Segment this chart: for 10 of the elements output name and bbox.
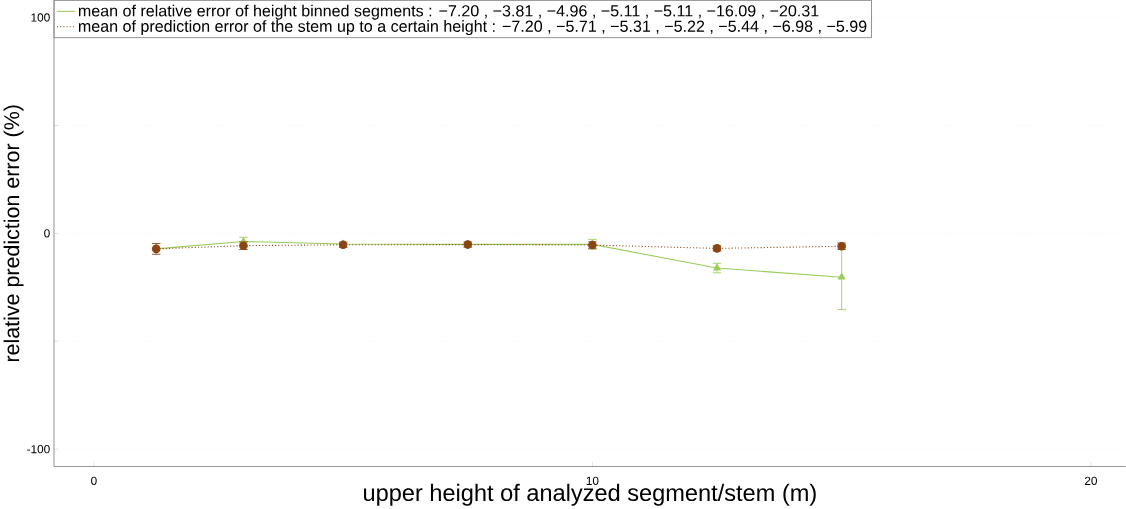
- x-tick-label: 0: [91, 476, 97, 485]
- x-tick-label: 10: [586, 476, 599, 485]
- legend-label: mean of relative error of height binned segments : −7.20 , −3.81 , −4.96 , −5.11 , −5.11 , −16.09 , −20.31: [78, 4, 819, 20]
- y-tick-label: -100: [27, 444, 50, 454]
- x-axis-title: upper height of analyzed segment/stem (m): [364, 483, 816, 506]
- y-tick-label: 0: [44, 228, 50, 238]
- y-axis-title: relative prediction error (%): [3, 105, 24, 361]
- legend-label: mean of prediction error of the stem up to a certain height : −7.20 , −5.71 , −5.31 , −5.22 , −5.44 , −6.98 , −5.99: [78, 19, 867, 35]
- y-tick-label: 100: [31, 13, 50, 22]
- x-tick-label: 20: [1084, 476, 1097, 485]
